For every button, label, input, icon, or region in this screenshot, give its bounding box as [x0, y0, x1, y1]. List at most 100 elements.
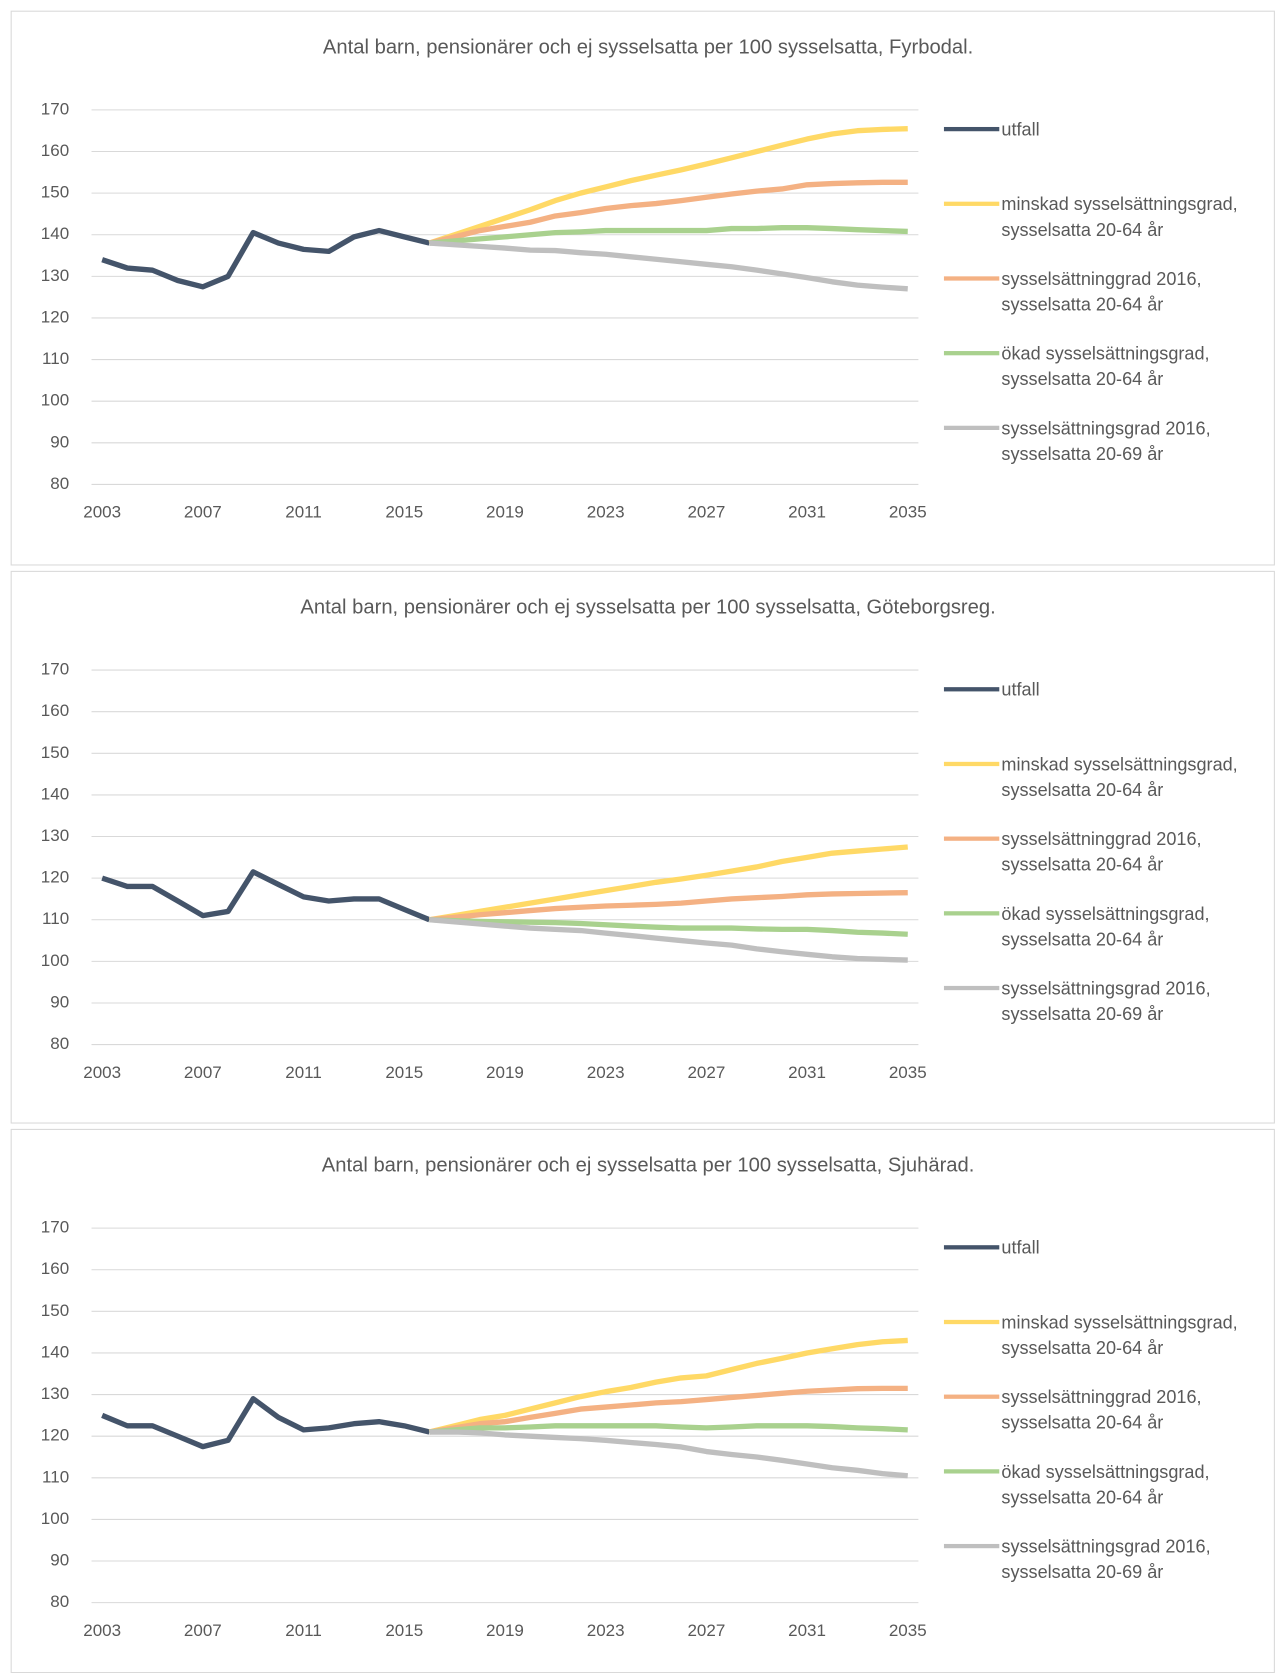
legend-swatch — [943, 276, 1000, 281]
x-tick-label: 2031 — [788, 1621, 826, 1640]
x-tick-label: 2011 — [285, 503, 322, 522]
legend-item: ökad sysselsättningsgrad, sysselsatta 20… — [943, 1460, 1262, 1511]
y-tick-label: 110 — [42, 349, 69, 368]
chart-panel: Antal barn, pensionärer och ej sysselsat… — [10, 570, 1275, 1124]
x-tick-label: 2015 — [385, 503, 423, 522]
x-tick-label: 2007 — [184, 503, 222, 522]
legend-item: sysselsättninggrad 2016, sysselsatta 20-… — [943, 827, 1262, 878]
y-tick-label: 90 — [50, 1551, 69, 1570]
legend-label: sysselsättninggrad 2016, sysselsatta 20-… — [1001, 829, 1202, 875]
legend-swatch — [943, 1319, 1000, 1325]
series-line — [429, 1429, 908, 1479]
x-tick-label: 2011 — [285, 1063, 322, 1082]
legend-label: sysselsättningsgrad 2016, sysselsatta 20… — [1001, 418, 1211, 465]
y-tick-label: 150 — [41, 1301, 69, 1320]
x-tick-label: 2019 — [486, 503, 524, 522]
chart: Antal barn, pensionärer och ej sysselsat… — [41, 1155, 975, 1640]
y-tick-label: 150 — [41, 743, 69, 762]
chart-title: Antal barn, pensionärer och ej sysselsat… — [322, 1155, 975, 1177]
legend-swatch — [943, 985, 1000, 991]
y-tick-label: 120 — [41, 1426, 69, 1445]
chart-panel: Antal barn, pensionärer och ej sysselsat… — [10, 10, 1275, 566]
y-tick-label: 140 — [41, 224, 69, 243]
y-tick-label: 90 — [50, 432, 69, 451]
x-tick-label: 2003 — [83, 503, 121, 522]
legend-swatch — [943, 761, 1000, 767]
chart: Antal barn, pensionärer och ej sysselsat… — [41, 36, 973, 522]
legend-swatch — [943, 201, 1000, 206]
y-tick-label: 130 — [41, 266, 69, 285]
x-tick-label: 2023 — [587, 1063, 625, 1082]
legend-label: sysselsättninggrad 2016, sysselsatta 20-… — [1001, 268, 1202, 315]
legend-label: minskad sysselsättningsgrad, sysselsatta… — [1001, 194, 1238, 241]
x-tick-label: 2019 — [486, 1621, 524, 1640]
x-tick-label: 2027 — [687, 1621, 725, 1640]
legend-label: sysselsättningsgrad 2016, sysselsatta 20… — [1001, 978, 1211, 1025]
series-line — [428, 1385, 908, 1435]
y-tick-label: 110 — [42, 1467, 69, 1486]
x-tick-label: 2035 — [889, 1063, 927, 1082]
legend-swatch — [943, 351, 1000, 356]
legend-label: utfall — [1001, 119, 1040, 140]
legend-swatch — [943, 1245, 1000, 1250]
legend-item: sysselsättningsgrad 2016, sysselsatta 20… — [943, 416, 1262, 467]
x-tick-label: 2015 — [385, 1063, 423, 1082]
legend-swatch — [943, 126, 1000, 132]
legend-swatch — [943, 1543, 1000, 1549]
x-tick-label: 2027 — [687, 1063, 725, 1082]
legend-item: utfall — [943, 117, 1262, 143]
x-tick-label: 2019 — [486, 1063, 524, 1082]
series-line — [101, 227, 431, 290]
legend-label: sysselsättningsgrad 2016, sysselsatta 20… — [1001, 1536, 1211, 1583]
y-tick-label: 160 — [41, 1259, 69, 1278]
series-line — [429, 917, 908, 963]
x-tick-label: 2003 — [83, 1621, 121, 1640]
series-line — [428, 179, 908, 246]
chart-title: Antal barn, pensionärer och ej sysselsat… — [300, 597, 995, 619]
legend-label: minskad sysselsättningsgrad, sysselsatta… — [1001, 1312, 1238, 1359]
legend-label: utfall — [1001, 679, 1040, 700]
legend-label: ökad sysselsättningsgrad, sysselsatta 20… — [1001, 343, 1210, 390]
series-line — [429, 917, 908, 937]
x-tick-label: 2035 — [889, 1621, 927, 1640]
x-tick-label: 2015 — [385, 1621, 423, 1640]
y-tick-label: 140 — [41, 1342, 69, 1361]
legend-swatch — [943, 687, 1000, 692]
y-tick-label: 80 — [50, 1592, 69, 1611]
legend-swatch — [943, 1394, 1000, 1399]
y-tick-label: 170 — [41, 1218, 69, 1237]
series-line — [101, 869, 431, 923]
x-tick-label: 2023 — [587, 1621, 625, 1640]
legend-item: utfall — [943, 678, 1262, 704]
chart-title: Antal barn, pensionärer och ej sysselsat… — [323, 36, 973, 58]
x-tick-label: 2035 — [889, 503, 927, 522]
legend-item: sysselsättningsgrad 2016, sysselsatta 20… — [943, 976, 1262, 1027]
chart-panel: Antal barn, pensionärer och ej sysselsat… — [10, 1128, 1275, 1673]
y-tick-label: 80 — [50, 1034, 69, 1053]
x-tick-label: 2031 — [788, 503, 826, 522]
y-tick-label: 120 — [41, 307, 69, 326]
y-tick-label: 150 — [41, 183, 69, 202]
y-tick-label: 130 — [41, 1384, 69, 1403]
x-tick-label: 2027 — [687, 503, 725, 522]
series-line — [428, 126, 908, 246]
series-line — [428, 1337, 908, 1435]
legend-swatch — [943, 836, 1000, 841]
series-line — [428, 844, 908, 923]
chart: Antal barn, pensionärer och ej sysselsat… — [41, 597, 996, 1082]
legend-item: sysselsättninggrad 2016, sysselsatta 20-… — [943, 267, 1262, 318]
y-tick-label: 100 — [41, 951, 69, 970]
legend-item: minskad sysselsättningsgrad, sysselsatta… — [943, 1310, 1262, 1361]
series-line — [101, 1396, 431, 1450]
series-line — [429, 225, 908, 246]
x-tick-label: 2007 — [184, 1063, 222, 1082]
legend-swatch — [943, 911, 1000, 916]
x-tick-label: 2023 — [587, 503, 625, 522]
legend-label: minskad sysselsättningsgrad, sysselsatta… — [1001, 754, 1238, 801]
x-tick-label: 2011 — [285, 1621, 322, 1640]
legend-label: ökad sysselsättningsgrad, sysselsatta 20… — [1001, 903, 1210, 950]
legend-item: sysselsättningsgrad 2016, sysselsatta 20… — [943, 1534, 1262, 1585]
y-tick-label: 160 — [41, 701, 69, 720]
